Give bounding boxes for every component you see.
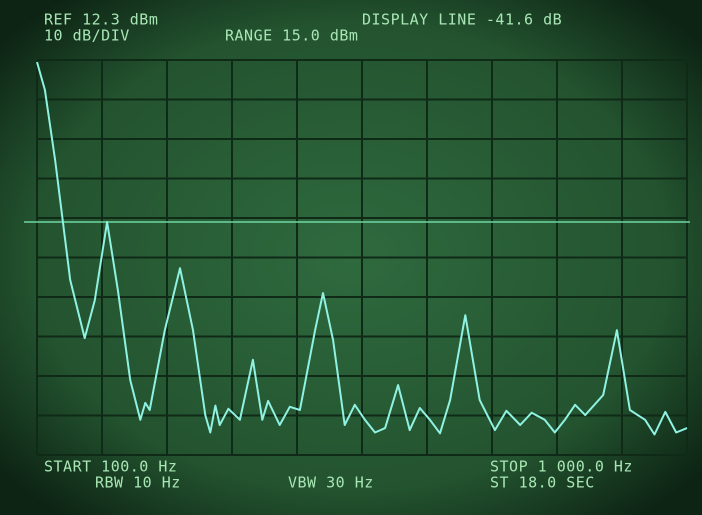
analyzer-screen: REF 12.3 dBm10 dB/DIVRANGE 15.0 dBmDISPL… [0,0,702,515]
annotation: RBW 10 Hz [95,474,181,492]
annotation: ST 18.0 SEC [490,474,595,492]
annotation: VBW 30 Hz [288,474,374,492]
annotation: RANGE 15.0 dBm [225,27,358,45]
annotation: DISPLAY LINE -41.6 dB [362,11,562,29]
annotation: 10 dB/DIV [44,27,130,45]
